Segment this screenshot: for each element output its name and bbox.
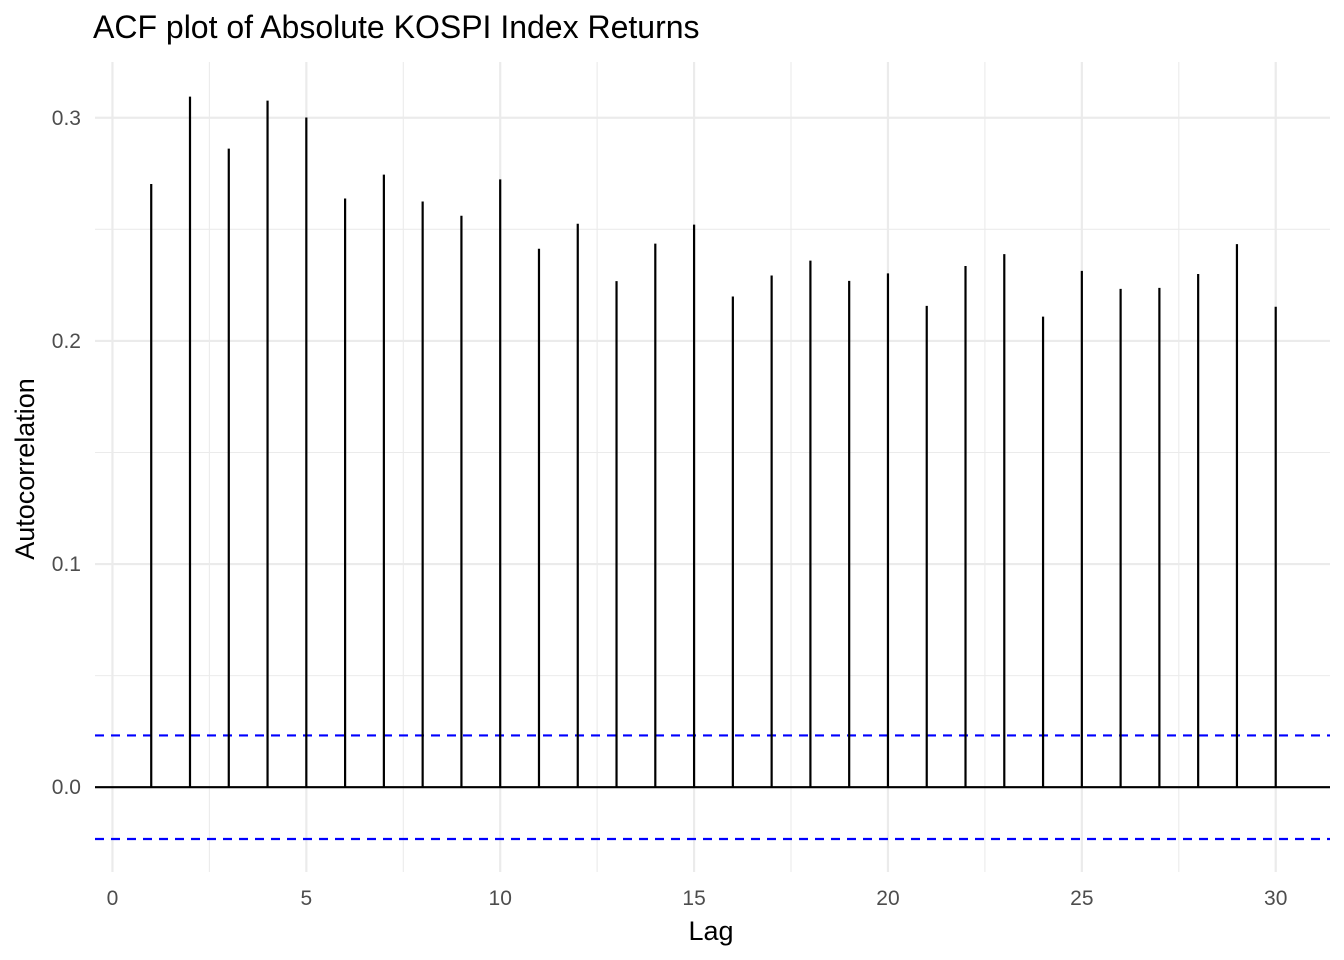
x-tick-label: 25 — [1070, 887, 1093, 910]
x-tick-labels: 0 5 10 15 20 25 30 — [107, 887, 1288, 910]
y-tick-label: 0.1 — [52, 553, 81, 576]
y-tick-label: 0.3 — [52, 107, 81, 130]
x-tick-label: 5 — [300, 887, 312, 910]
x-tick-label: 20 — [876, 887, 899, 910]
acf-bars — [150, 96, 1277, 788]
chart-title: ACF plot of Absolute KOSPI Index Returns — [93, 9, 700, 45]
confidence-bounds — [95, 734, 1330, 841]
x-axis-label: Lag — [688, 916, 733, 946]
x-tick-label: 30 — [1264, 887, 1287, 910]
x-tick-label: 10 — [489, 887, 512, 910]
x-tick-label: 0 — [107, 887, 119, 910]
y-tick-label: 0.2 — [52, 330, 81, 353]
y-axis-label: Autocorrelation — [10, 378, 40, 560]
y-tick-labels: 0.0 0.1 0.2 0.3 — [52, 107, 81, 799]
grid-lines — [95, 62, 1330, 872]
y-tick-label: 0.0 — [52, 776, 81, 799]
x-tick-label: 15 — [682, 887, 705, 910]
